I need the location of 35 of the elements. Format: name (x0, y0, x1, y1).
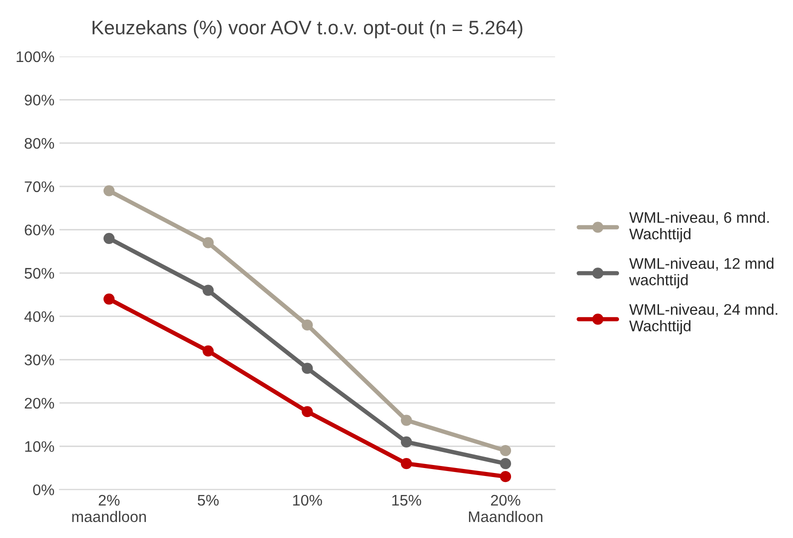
x-tick-label: 15% (392, 494, 422, 506)
y-tick-label: 10% (25, 441, 54, 452)
y-tick-label: 0% (33, 484, 54, 496)
point (202, 284, 214, 296)
point (400, 436, 412, 448)
chart-title: Keuzekans (%) voor AOV t.o.v. opt-out (n = 5.264) (92, 20, 522, 38)
point (302, 319, 313, 331)
x-tick-label: 5% (198, 494, 219, 506)
point (202, 345, 214, 357)
y-tick-label: 70% (24, 181, 54, 192)
legend-label: WML-niveau, 24 mnd. Wachttijd (629, 304, 778, 334)
y-tick-label: 50% (24, 268, 54, 279)
point (202, 237, 214, 248)
point (103, 293, 115, 305)
point (103, 185, 115, 196)
point (500, 471, 512, 482)
point (103, 232, 115, 244)
y-tick-label: 30% (24, 354, 54, 366)
y-tick-label: 100% (16, 51, 54, 62)
point (500, 445, 512, 456)
x-tick-label: 20% Maandloon (468, 494, 542, 522)
point (400, 458, 412, 470)
x-tick-label: 2% maandloon (72, 494, 146, 522)
y-tick-label: 80% (24, 138, 54, 149)
legend-label: WML-niveau, 12 mnd wachttijd (629, 258, 774, 288)
point (400, 414, 412, 426)
point (302, 406, 313, 418)
point (302, 362, 313, 374)
legend-label: WML-niveau, 6 mnd. Wachttijd (629, 212, 769, 242)
x-tick-label: 10% (293, 494, 322, 506)
y-tick-label: 40% (24, 311, 54, 322)
point (500, 458, 512, 470)
y-tick-label: 20% (24, 398, 54, 409)
y-tick-label: 60% (24, 224, 54, 236)
y-tick-label: 90% (24, 94, 54, 106)
